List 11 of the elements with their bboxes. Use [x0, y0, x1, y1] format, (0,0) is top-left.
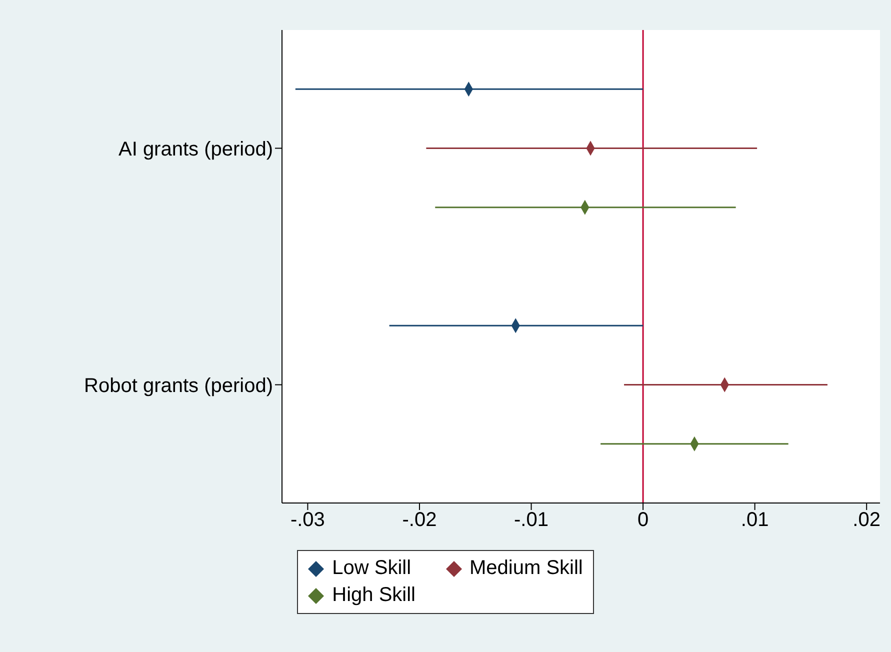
- x-tick-label: 0: [637, 509, 649, 532]
- legend-label: Low Skill: [332, 557, 412, 580]
- legend-label: Medium Skill: [470, 557, 583, 580]
- x-tick-label: .02: [852, 509, 880, 532]
- legend-label: High Skill: [332, 584, 416, 607]
- x-tick-label: -.03: [290, 509, 325, 532]
- y-tick-label: AI grants (period): [118, 138, 273, 160]
- y-tick-label: Robot grants (period): [84, 374, 273, 397]
- x-tick-label: -.01: [514, 509, 548, 532]
- x-tick-label: -.02: [402, 509, 437, 532]
- x-tick-label: .01: [740, 509, 769, 532]
